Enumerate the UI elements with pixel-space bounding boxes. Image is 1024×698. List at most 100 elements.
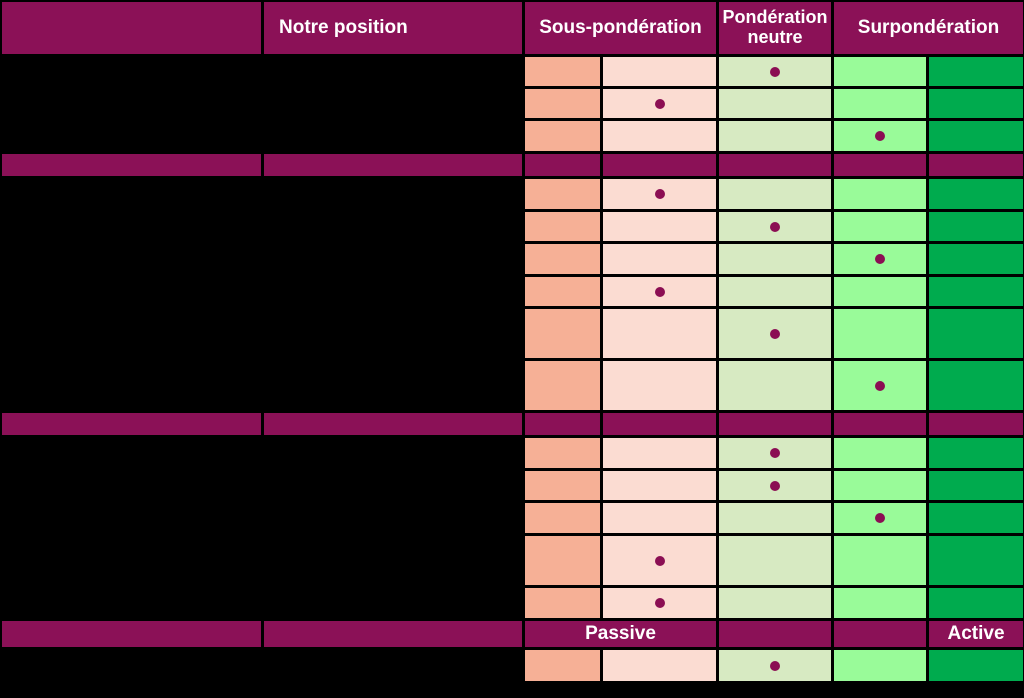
position-dot xyxy=(654,98,665,109)
row-category-cell xyxy=(2,121,261,151)
scale-cell-2 xyxy=(603,438,716,468)
row-label-cell xyxy=(264,57,522,86)
position-dot xyxy=(770,221,780,232)
scale-cell-3 xyxy=(719,89,831,118)
table-row xyxy=(2,471,1024,500)
scale-cell-1 xyxy=(525,179,600,209)
header-underweight-cell: Sous-pondération xyxy=(525,2,716,54)
scale-cell-5 xyxy=(929,244,1023,274)
scale-cell-3 xyxy=(719,179,831,209)
row-label-cell xyxy=(264,471,522,500)
scale-cell-1 xyxy=(525,361,600,410)
scale-cell-4 xyxy=(834,536,926,585)
neutral-label: Pondération neutre xyxy=(722,7,828,47)
scale-cell-4 xyxy=(834,361,926,410)
passive-cell-label: Passive xyxy=(585,622,656,644)
scale-cell-1 xyxy=(525,438,600,468)
row-label-cell xyxy=(264,212,522,241)
scale-cell-2 xyxy=(603,179,716,209)
position-dot xyxy=(654,555,665,566)
table-row xyxy=(2,536,1024,585)
position-dot xyxy=(875,254,885,264)
row-category-cell xyxy=(2,536,261,585)
row-category-cell xyxy=(2,309,261,358)
scale-cell-2 xyxy=(603,121,716,151)
header-overweight-cell: Surpondération xyxy=(834,2,1023,54)
row-label-cell xyxy=(264,309,522,358)
scale-cell-5 xyxy=(929,361,1023,410)
row-label-cell xyxy=(264,244,522,274)
scale-cell-5 xyxy=(929,277,1023,306)
separator-cell xyxy=(834,621,926,647)
position-dot xyxy=(875,380,885,391)
scale-cell-5 xyxy=(929,471,1023,500)
separator-cell xyxy=(2,413,261,435)
scale-cell-4 xyxy=(834,57,926,86)
separator-cell xyxy=(264,413,522,435)
position-dot xyxy=(654,598,665,608)
underweight-label: Sous-pondération xyxy=(539,16,702,38)
row-label-cell xyxy=(264,361,522,410)
passive-cell: Passive xyxy=(525,621,716,647)
scale-cell-4 xyxy=(834,89,926,118)
row-category-cell xyxy=(2,277,261,306)
separator-cell xyxy=(264,621,522,647)
row-category-cell xyxy=(2,438,261,468)
separator-row xyxy=(2,154,1024,176)
table-row xyxy=(2,588,1024,618)
scale-cell-2 xyxy=(603,536,716,585)
separator-cell xyxy=(929,413,1023,435)
scale-cell-4 xyxy=(834,121,926,151)
table-row xyxy=(2,309,1024,358)
table-row xyxy=(2,438,1024,468)
position-dot xyxy=(770,66,780,77)
table-row xyxy=(2,244,1024,274)
scale-cell-3 xyxy=(719,588,831,618)
scale-cell-5 xyxy=(929,179,1023,209)
separator-cell xyxy=(525,154,600,176)
active-cell: Active xyxy=(929,621,1023,647)
separator-cell xyxy=(2,621,261,647)
scale-cell-3 xyxy=(719,244,831,274)
separator-cell xyxy=(525,413,600,435)
scale-cell-5 xyxy=(929,650,1023,681)
row-label-cell xyxy=(264,503,522,533)
scale-cell-3 xyxy=(719,471,831,500)
table-header-row: Notre position Sous-pondération Pondérat… xyxy=(2,2,1024,54)
position-dot xyxy=(875,131,885,141)
separator-cell xyxy=(834,154,926,176)
table-row xyxy=(2,179,1024,209)
scale-cell-1 xyxy=(525,57,600,86)
scale-cell-4 xyxy=(834,309,926,358)
row-label-cell xyxy=(264,179,522,209)
row-category-cell xyxy=(2,471,261,500)
scale-cell-5 xyxy=(929,121,1023,151)
scale-cell-2 xyxy=(603,588,716,618)
scale-cell-1 xyxy=(525,121,600,151)
table-row xyxy=(2,121,1024,151)
row-category-cell xyxy=(2,89,261,118)
row-label-cell xyxy=(264,650,522,681)
scale-cell-2 xyxy=(603,503,716,533)
scale-cell-4 xyxy=(834,244,926,274)
scale-cell-2 xyxy=(603,650,716,681)
table-row xyxy=(2,57,1024,86)
table-row xyxy=(2,503,1024,533)
scale-cell-1 xyxy=(525,588,600,618)
scale-cell-1 xyxy=(525,650,600,681)
scale-cell-3 xyxy=(719,277,831,306)
scale-cell-2 xyxy=(603,89,716,118)
scale-cell-2 xyxy=(603,309,716,358)
header-our-position-cell: Notre position xyxy=(264,2,522,54)
table-row xyxy=(2,89,1024,118)
scale-cell-3 xyxy=(719,438,831,468)
row-category-cell xyxy=(2,57,261,86)
scale-cell-1 xyxy=(525,89,600,118)
table-row xyxy=(2,650,1024,681)
scale-cell-1 xyxy=(525,244,600,274)
scale-cell-2 xyxy=(603,57,716,86)
scale-cell-3 xyxy=(719,650,831,681)
scale-cell-1 xyxy=(525,503,600,533)
row-category-cell xyxy=(2,244,261,274)
